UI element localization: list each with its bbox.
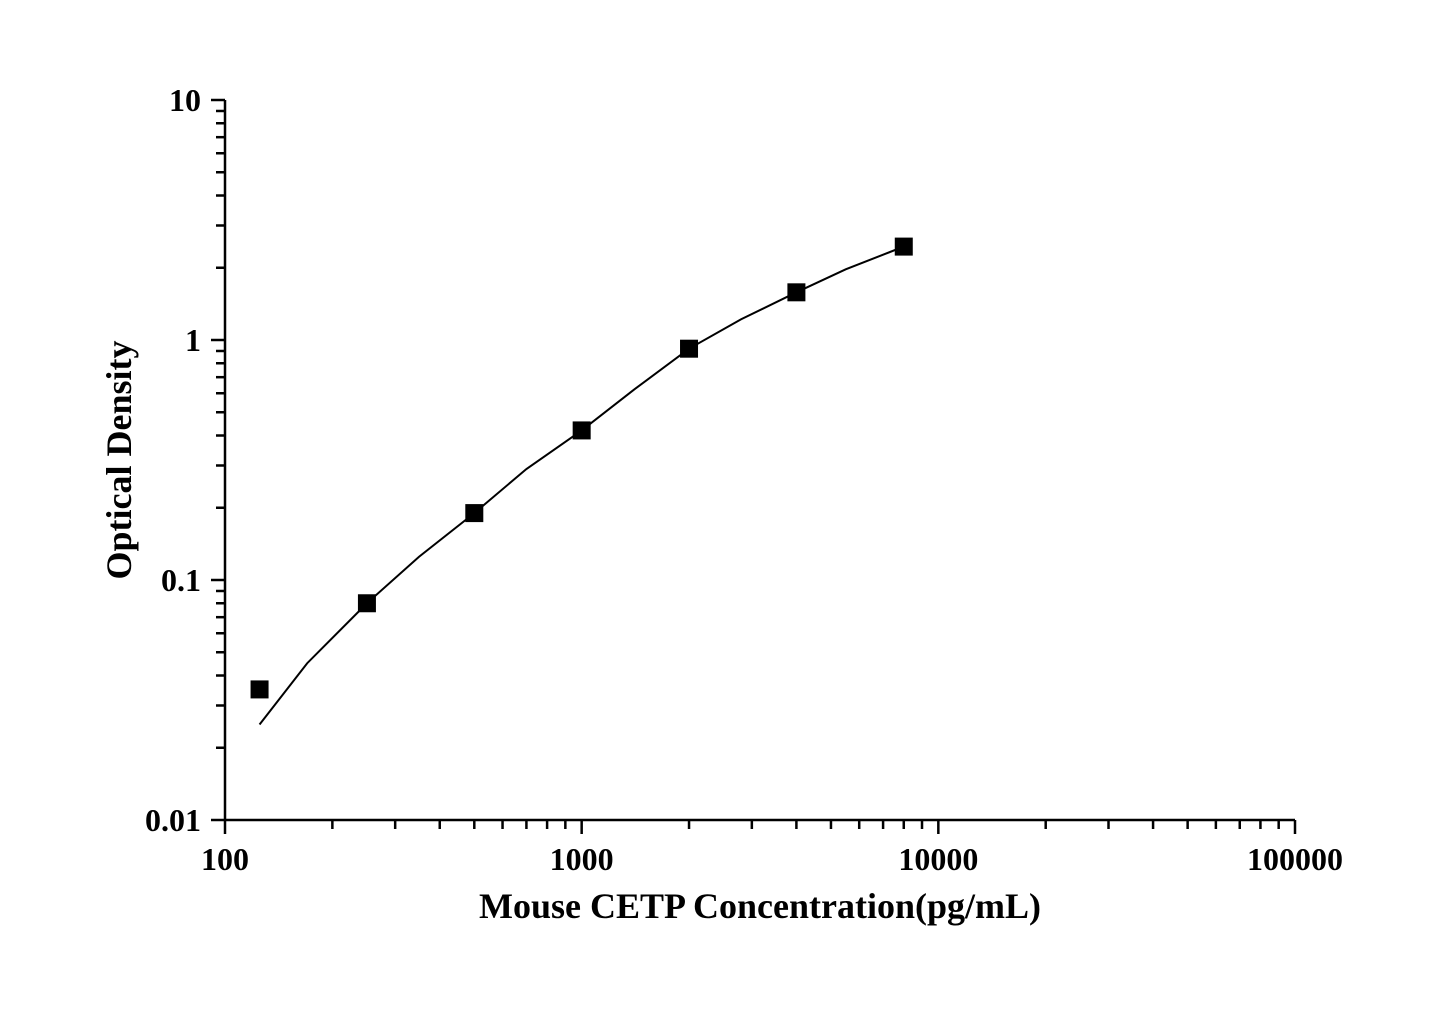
- data-marker: [680, 340, 698, 358]
- chart-svg: 100 1000 10000 100000 0.01 0.1 1 10 Mouse CETP C…: [0, 0, 1445, 1009]
- data-marker: [465, 504, 483, 522]
- x-axis-label: Mouse CETP Concentration(pg/mL): [479, 886, 1041, 926]
- y-tick-label: 10: [169, 82, 201, 118]
- chart-container: 100 1000 10000 100000 0.01 0.1 1 10 Mouse CETP C…: [0, 0, 1445, 1009]
- fit-curve: [260, 247, 904, 725]
- data-marker: [251, 680, 269, 698]
- x-tick-label: 100: [201, 841, 249, 877]
- x-tick-label: 10000: [898, 841, 978, 877]
- data-marker: [895, 238, 913, 256]
- y-tick-label: 0.01: [145, 802, 201, 838]
- data-marker: [358, 594, 376, 612]
- data-marker: [573, 421, 591, 439]
- data-marker: [787, 283, 805, 301]
- y-tick-label: 0.1: [161, 562, 201, 598]
- x-tick-label: 1000: [550, 841, 614, 877]
- x-tick-label: 100000: [1247, 841, 1343, 877]
- y-tick-label: 1: [185, 322, 201, 358]
- y-axis-label: Optical Density: [99, 341, 139, 580]
